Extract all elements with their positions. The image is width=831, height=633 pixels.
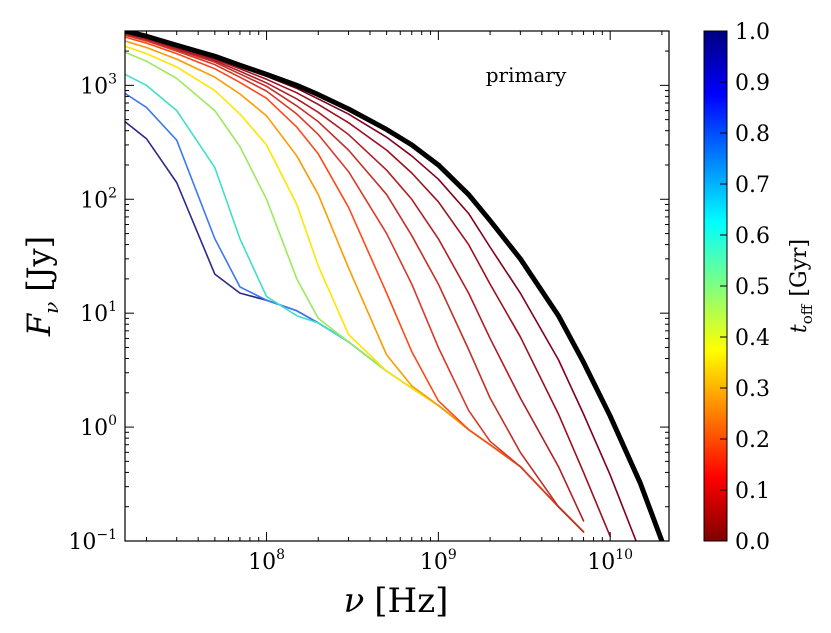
colorbar-tick-label: 0.8 bbox=[735, 122, 770, 147]
y-tick-label: 10−1 bbox=[68, 527, 117, 555]
series-line-t-off-0-5 bbox=[125, 36, 585, 533]
colorbar-tick-label: 0.9 bbox=[735, 71, 770, 96]
y-axis-label: Fν [Jy] bbox=[20, 236, 63, 337]
svg-text:Fν[Jy]: Fν [Jy] bbox=[20, 236, 63, 337]
colorbar-unit: [Gyr] bbox=[787, 239, 812, 297]
y-axis-subscript: ν bbox=[39, 302, 63, 314]
x-axis-symbol: ν bbox=[344, 581, 365, 621]
colorbar-tick-label: 0.6 bbox=[735, 224, 770, 249]
colorbar-ticks: 0.0 0.1 0.2 0.3 0.4 0.5 0.6 0.7 0.8 0.9 1.0 bbox=[720, 20, 770, 555]
series-layer bbox=[125, 31, 665, 541]
series-line-primary bbox=[125, 31, 665, 541]
series-line-t-off-0-2 bbox=[125, 32, 585, 522]
colorbar-tick-label: 0.2 bbox=[735, 428, 770, 453]
y-tick-label: 100 bbox=[80, 413, 117, 441]
series-line-t-off-0-8 bbox=[125, 51, 585, 533]
x-tick-label: 108 bbox=[248, 547, 285, 575]
plot-frame bbox=[124, 30, 670, 542]
colorbar-tick-label: 0.7 bbox=[735, 173, 770, 198]
colorbar-symbol: t bbox=[787, 324, 812, 333]
series-line-t-off-0-0 bbox=[125, 31, 637, 541]
y-tick-label: 102 bbox=[80, 185, 117, 213]
colorbar-subscript: off bbox=[798, 303, 816, 324]
x-axis-label: ν [Hz] bbox=[344, 581, 449, 621]
annotation-primary: primary bbox=[486, 63, 567, 87]
x-axis-unit: [Hz] bbox=[374, 581, 448, 621]
series-line-t-off-1-0 bbox=[125, 92, 585, 533]
svg-text:toff[Gyr]: toff [Gyr] bbox=[787, 239, 816, 333]
tick-layer: 10−1 100 101 102 103 108 109 1010 bbox=[68, 30, 669, 575]
series-line-t-off-0-1 bbox=[125, 31, 611, 538]
colorbar-tick-label: 0.4 bbox=[735, 326, 770, 351]
colorbar-tick-label: 0.5 bbox=[735, 275, 770, 300]
colorbar-tick-label: 0.1 bbox=[735, 479, 770, 504]
y-axis-unit: [Jy] bbox=[20, 236, 58, 292]
y-tick-label: 103 bbox=[80, 71, 117, 99]
series-line-t-off-0-3 bbox=[125, 33, 585, 533]
colorbar-tick-label: 1.0 bbox=[735, 20, 770, 45]
svg-text:ν[Hz]: ν [Hz] bbox=[344, 581, 449, 621]
y-tick-label: 101 bbox=[80, 299, 117, 327]
colorbar-label: toff [Gyr] bbox=[787, 239, 816, 333]
series-line-t-off-0-7 bbox=[125, 45, 585, 533]
x-tick-label: 109 bbox=[420, 547, 457, 575]
series-line-t-off-0-4 bbox=[125, 34, 585, 533]
y-axis-symbol: F bbox=[20, 312, 58, 337]
colorbar-tick-label: 0.3 bbox=[735, 377, 770, 402]
x-tick-label: 1010 bbox=[587, 547, 633, 575]
colorbar-tick-label: 0.0 bbox=[735, 530, 770, 555]
